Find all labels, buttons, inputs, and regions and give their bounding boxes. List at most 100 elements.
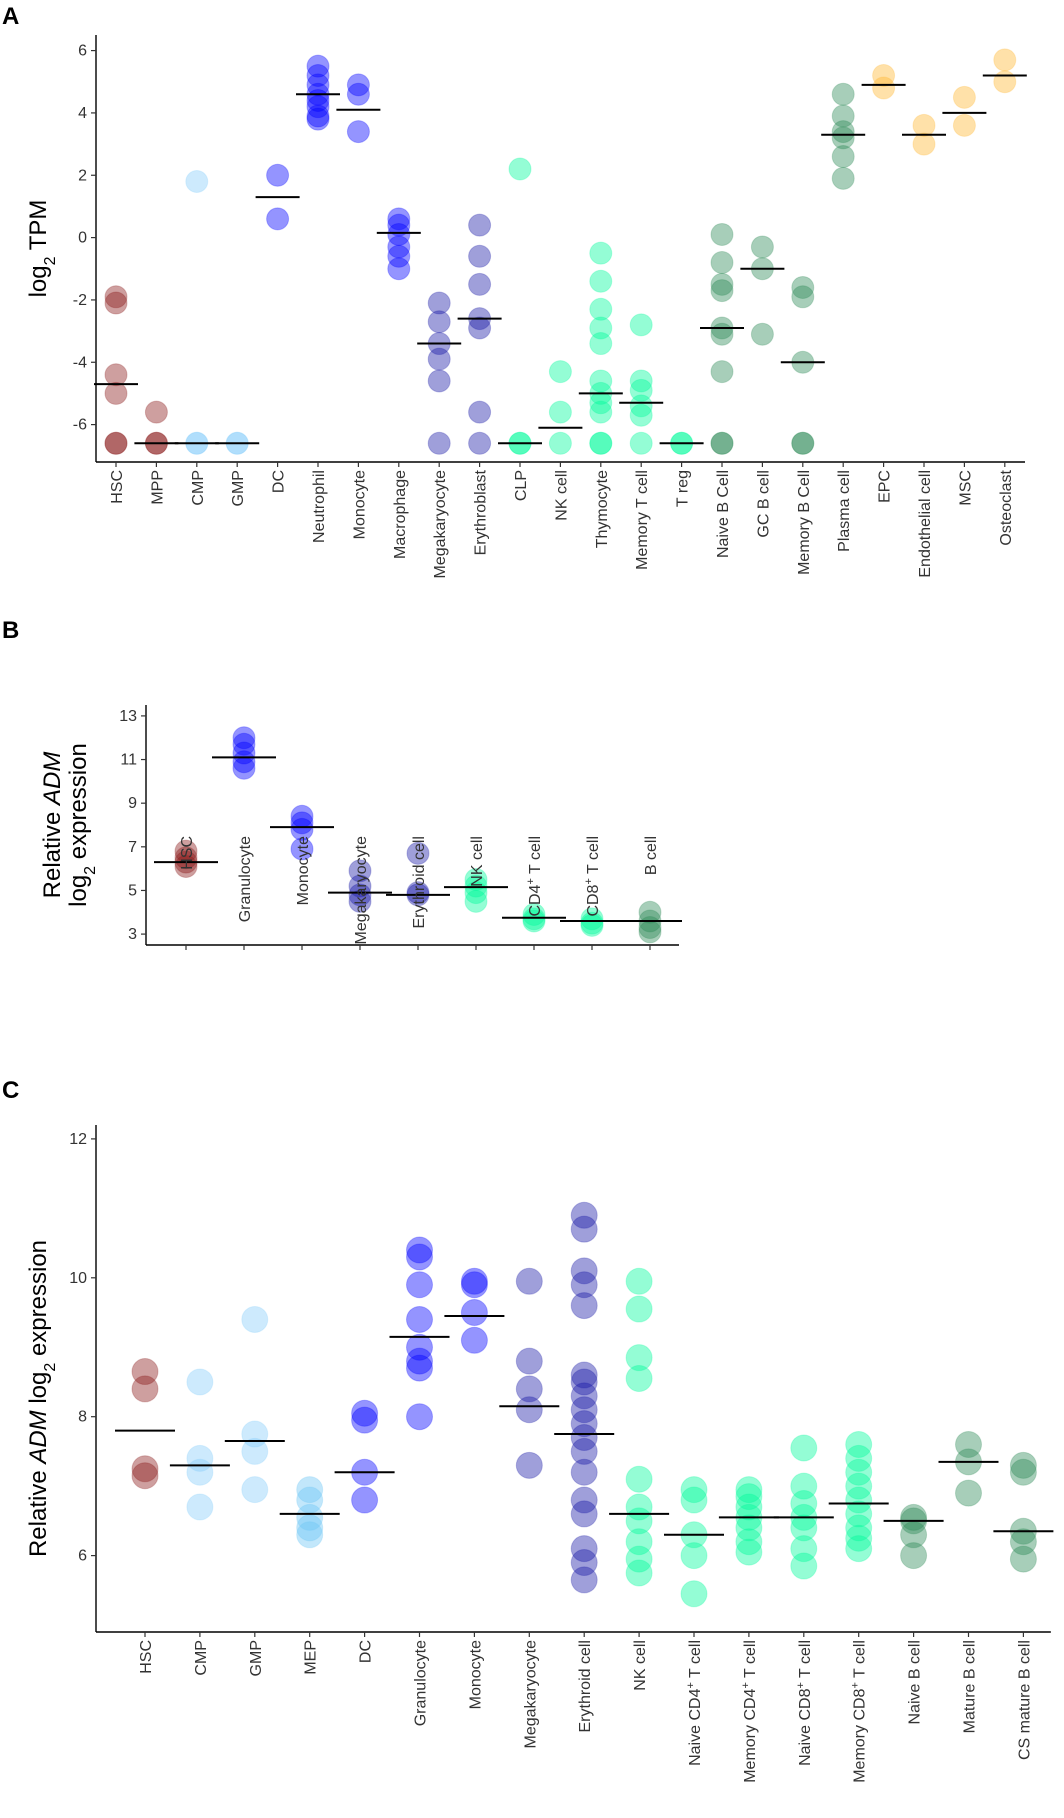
data-point <box>625 1365 653 1392</box>
data-point <box>845 1535 873 1563</box>
y-tick-label: 5 <box>128 882 137 899</box>
y-tick-label: 8 <box>78 1409 87 1426</box>
data-point <box>296 1503 324 1531</box>
x-tick-label: Macrophage <box>392 470 409 559</box>
data-point <box>750 322 774 346</box>
data-point <box>589 332 613 356</box>
data-point <box>710 272 734 296</box>
data-point <box>406 1243 433 1271</box>
data-point <box>232 741 256 765</box>
category-dc: DC <box>334 1399 395 1663</box>
x-tick-label: CD4+ T cell <box>525 836 544 917</box>
x-tick-label: Monocyte <box>467 1640 484 1709</box>
data-point <box>290 837 314 861</box>
panel-b: B 13 11 9 7 5 3 HSC Granulocyte Monocyte Megakaryo… <box>2 617 682 950</box>
category-mpp: MPP <box>134 400 179 505</box>
category-mature-b-cell: Mature B cell <box>938 1430 999 1733</box>
data-point <box>955 1479 982 1507</box>
x-tick-label: GC B cell <box>755 470 772 538</box>
category-cmp: CMP <box>174 169 219 506</box>
x-tick-label: Naive B Cell <box>715 470 732 558</box>
x-tick-label: Naive CD4+ T cell <box>685 1640 704 1766</box>
data-point <box>351 1399 379 1427</box>
category-naive-cd4: Naive CD4+ T cell <box>664 1476 724 1766</box>
data-point <box>570 1437 598 1465</box>
data-point <box>232 750 256 774</box>
data-point <box>570 1201 598 1229</box>
data-point <box>266 163 290 187</box>
data-point <box>680 1476 708 1504</box>
data-point <box>993 48 1017 72</box>
category-neutrophil: Neutrophil <box>296 54 340 543</box>
x-tick-label: CMP <box>190 470 207 506</box>
data-point <box>306 104 330 128</box>
data-point <box>570 1458 598 1486</box>
x-tick-label: HSC <box>109 470 126 504</box>
data-point <box>290 811 314 835</box>
data-point <box>845 1458 873 1486</box>
data-point <box>306 64 330 88</box>
data-point <box>570 1500 598 1528</box>
category-memory-t-cell: Memory T cell <box>619 313 664 570</box>
data-point <box>638 900 662 924</box>
data-point <box>580 911 604 935</box>
data-point <box>186 1493 214 1521</box>
data-point <box>735 1493 763 1521</box>
category-memory-b-cell: Memory B Cell <box>780 275 825 575</box>
category-dc: DC <box>255 163 300 493</box>
x-tick-label: CD8+ T cell <box>583 836 602 917</box>
y-axis-title-line1: Relative ADM <box>39 752 66 899</box>
y-tick-label: -6 <box>73 417 87 434</box>
x-tick-label: Memory B Cell <box>796 470 813 575</box>
data-point <box>464 889 488 913</box>
data-point <box>710 431 734 455</box>
data-point <box>522 902 546 926</box>
data-point <box>952 113 976 137</box>
data-point <box>427 431 451 455</box>
data-point <box>185 169 209 193</box>
data-point <box>131 1358 159 1386</box>
data-point <box>845 1430 873 1458</box>
data-point <box>241 1476 269 1504</box>
data-point <box>735 1538 763 1566</box>
data-point <box>845 1514 873 1542</box>
x-tick-label: Plasma cell <box>836 470 853 552</box>
data-point <box>266 207 290 231</box>
data-point <box>232 732 256 756</box>
data-point <box>680 1542 708 1570</box>
data-point <box>460 1267 488 1295</box>
data-point <box>515 1375 543 1403</box>
data-point <box>351 1486 379 1514</box>
data-point <box>427 347 451 371</box>
x-tick-label: Thymocyte <box>594 470 611 548</box>
category-erythroid-cell: Erythroid cell <box>386 836 450 950</box>
x-tick-label: Erythroblast <box>473 469 490 555</box>
data-point <box>790 1552 818 1580</box>
data-point <box>570 1368 598 1396</box>
data-point <box>348 883 372 907</box>
data-point <box>790 1472 818 1500</box>
data-point <box>104 431 128 455</box>
data-point <box>735 1528 763 1556</box>
category-megakaryocyte: Megakaryocyte <box>499 1267 560 1749</box>
x-tick-label: Osteoclast <box>998 469 1015 545</box>
data-point <box>589 269 613 293</box>
data-point <box>460 1326 488 1354</box>
data-point <box>406 1305 433 1333</box>
category-cd4: CD4+ T cell <box>502 836 566 950</box>
data-point <box>570 1257 598 1285</box>
data-point <box>845 1524 873 1552</box>
data-point <box>993 70 1017 94</box>
data-point <box>710 360 734 384</box>
data-point <box>570 1535 598 1563</box>
y-tick-label: -2 <box>73 292 87 309</box>
x-tick-label: Monocyte <box>351 470 368 539</box>
data-point <box>629 394 653 418</box>
data-point <box>406 881 430 905</box>
x-tick-label: Megakaryocyte <box>353 836 370 945</box>
data-point <box>296 1521 324 1549</box>
category-erythroid-cell: Erythroid cell <box>554 1201 615 1732</box>
panel-a: A 6 4 2 0 -2 -4 -6 HSC MPP CMP GMP DC Neutrophil Monoc… <box>2 3 1027 579</box>
data-point <box>710 222 734 246</box>
data-point <box>346 120 370 144</box>
